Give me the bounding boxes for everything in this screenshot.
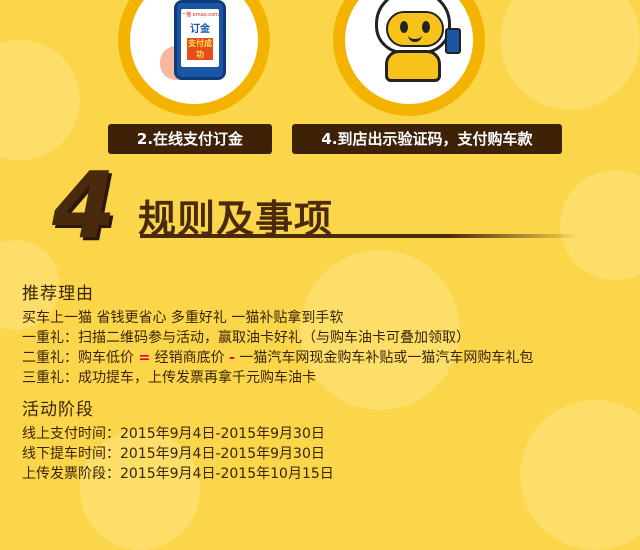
rules-section-title: 规则及事项	[138, 197, 334, 241]
reason-item-3: 三重礼： 成功提车，上传发票再拿千元购车油卡	[22, 368, 628, 388]
step-4-label: 4.到店出示验证码，支付购车款	[292, 124, 562, 154]
phase-label: 线下提车时间：	[22, 446, 120, 462]
mascot-phone-icon	[445, 28, 461, 54]
reasons-title: 推荐理由	[22, 284, 94, 304]
reason-text: 成功提车，上传发票再拿千元购车油卡	[78, 370, 316, 386]
phases-title: 活动阶段	[22, 400, 94, 420]
mascot-face	[386, 11, 444, 47]
phase-value: 2015年9月4日-2015年10月15日	[120, 466, 334, 482]
rules-divider	[140, 234, 580, 238]
phase-item-1: 线上支付时间：2015年9月4日-2015年9月30日	[22, 424, 628, 444]
reason-label: 二重礼：	[22, 350, 78, 366]
reason-item-2: 二重礼： 购车低价 = 经销商底价 - 一猫汽车网现金购车补贴或一猫汽车网购车礼…	[22, 348, 628, 368]
phone-order-text: 订金	[190, 24, 210, 35]
phase-value: 2015年9月4日-2015年9月30日	[120, 446, 325, 462]
rules-section-number: 4	[52, 152, 117, 259]
mascot-eye-left	[400, 21, 408, 33]
reason-label: 一重礼：	[22, 330, 78, 346]
reasons-intro: 买车上一猫 省钱更省心 多重好礼 一猫补贴拿到手软	[22, 310, 344, 326]
mascot-head-icon	[375, 0, 451, 54]
mascot-mouth	[408, 33, 422, 42]
reason-text-mid: 经销商底价	[154, 350, 225, 366]
reason-item-1: 一重礼： 扫描二维码参与活动，赢取油卡好礼（与购车油卡可叠加领取）	[22, 328, 628, 348]
reason-label: 三重礼：	[22, 370, 78, 386]
phone-paid-badge: 支付成功	[187, 38, 213, 60]
mascot-body	[385, 50, 441, 82]
phone-icon: 一猫 emao.com 订金 支付成功	[174, 0, 226, 80]
phase-value: 2015年9月4日-2015年9月30日	[120, 426, 325, 442]
phase-item-3: 上传发票阶段：2015年9月4日-2015年10月15日	[22, 464, 628, 484]
mascot-eye-right	[422, 21, 430, 33]
reason-text: 扫描二维码参与活动，赢取油卡好礼（与购车油卡可叠加领取）	[78, 330, 470, 346]
phase-item-2: 线下提车时间：2015年9月4日-2015年9月30日	[22, 444, 628, 464]
phone-screen: 一猫 emao.com 订金 支付成功	[181, 9, 219, 67]
equals-symbol: =	[138, 350, 151, 366]
phone-brand-text: 一猫 emao.com	[181, 12, 219, 18]
step-2-label: 2.在线支付订金	[108, 124, 272, 154]
rules-body: 推荐理由 买车上一猫 省钱更省心 多重好礼 一猫补贴拿到手软 一重礼： 扫描二维…	[22, 284, 628, 484]
minus-symbol: -	[229, 350, 235, 366]
phase-label: 线上支付时间：	[22, 426, 120, 442]
phase-label: 上传发票阶段：	[22, 466, 120, 482]
reason-text-after: 一猫汽车网现金购车补贴或一猫汽车网购车礼包	[239, 350, 534, 366]
reason-text: 购车低价 = 经销商底价 - 一猫汽车网现金购车补贴或一猫汽车网购车礼包	[78, 348, 628, 368]
reason-text-before: 购车低价	[78, 350, 134, 366]
